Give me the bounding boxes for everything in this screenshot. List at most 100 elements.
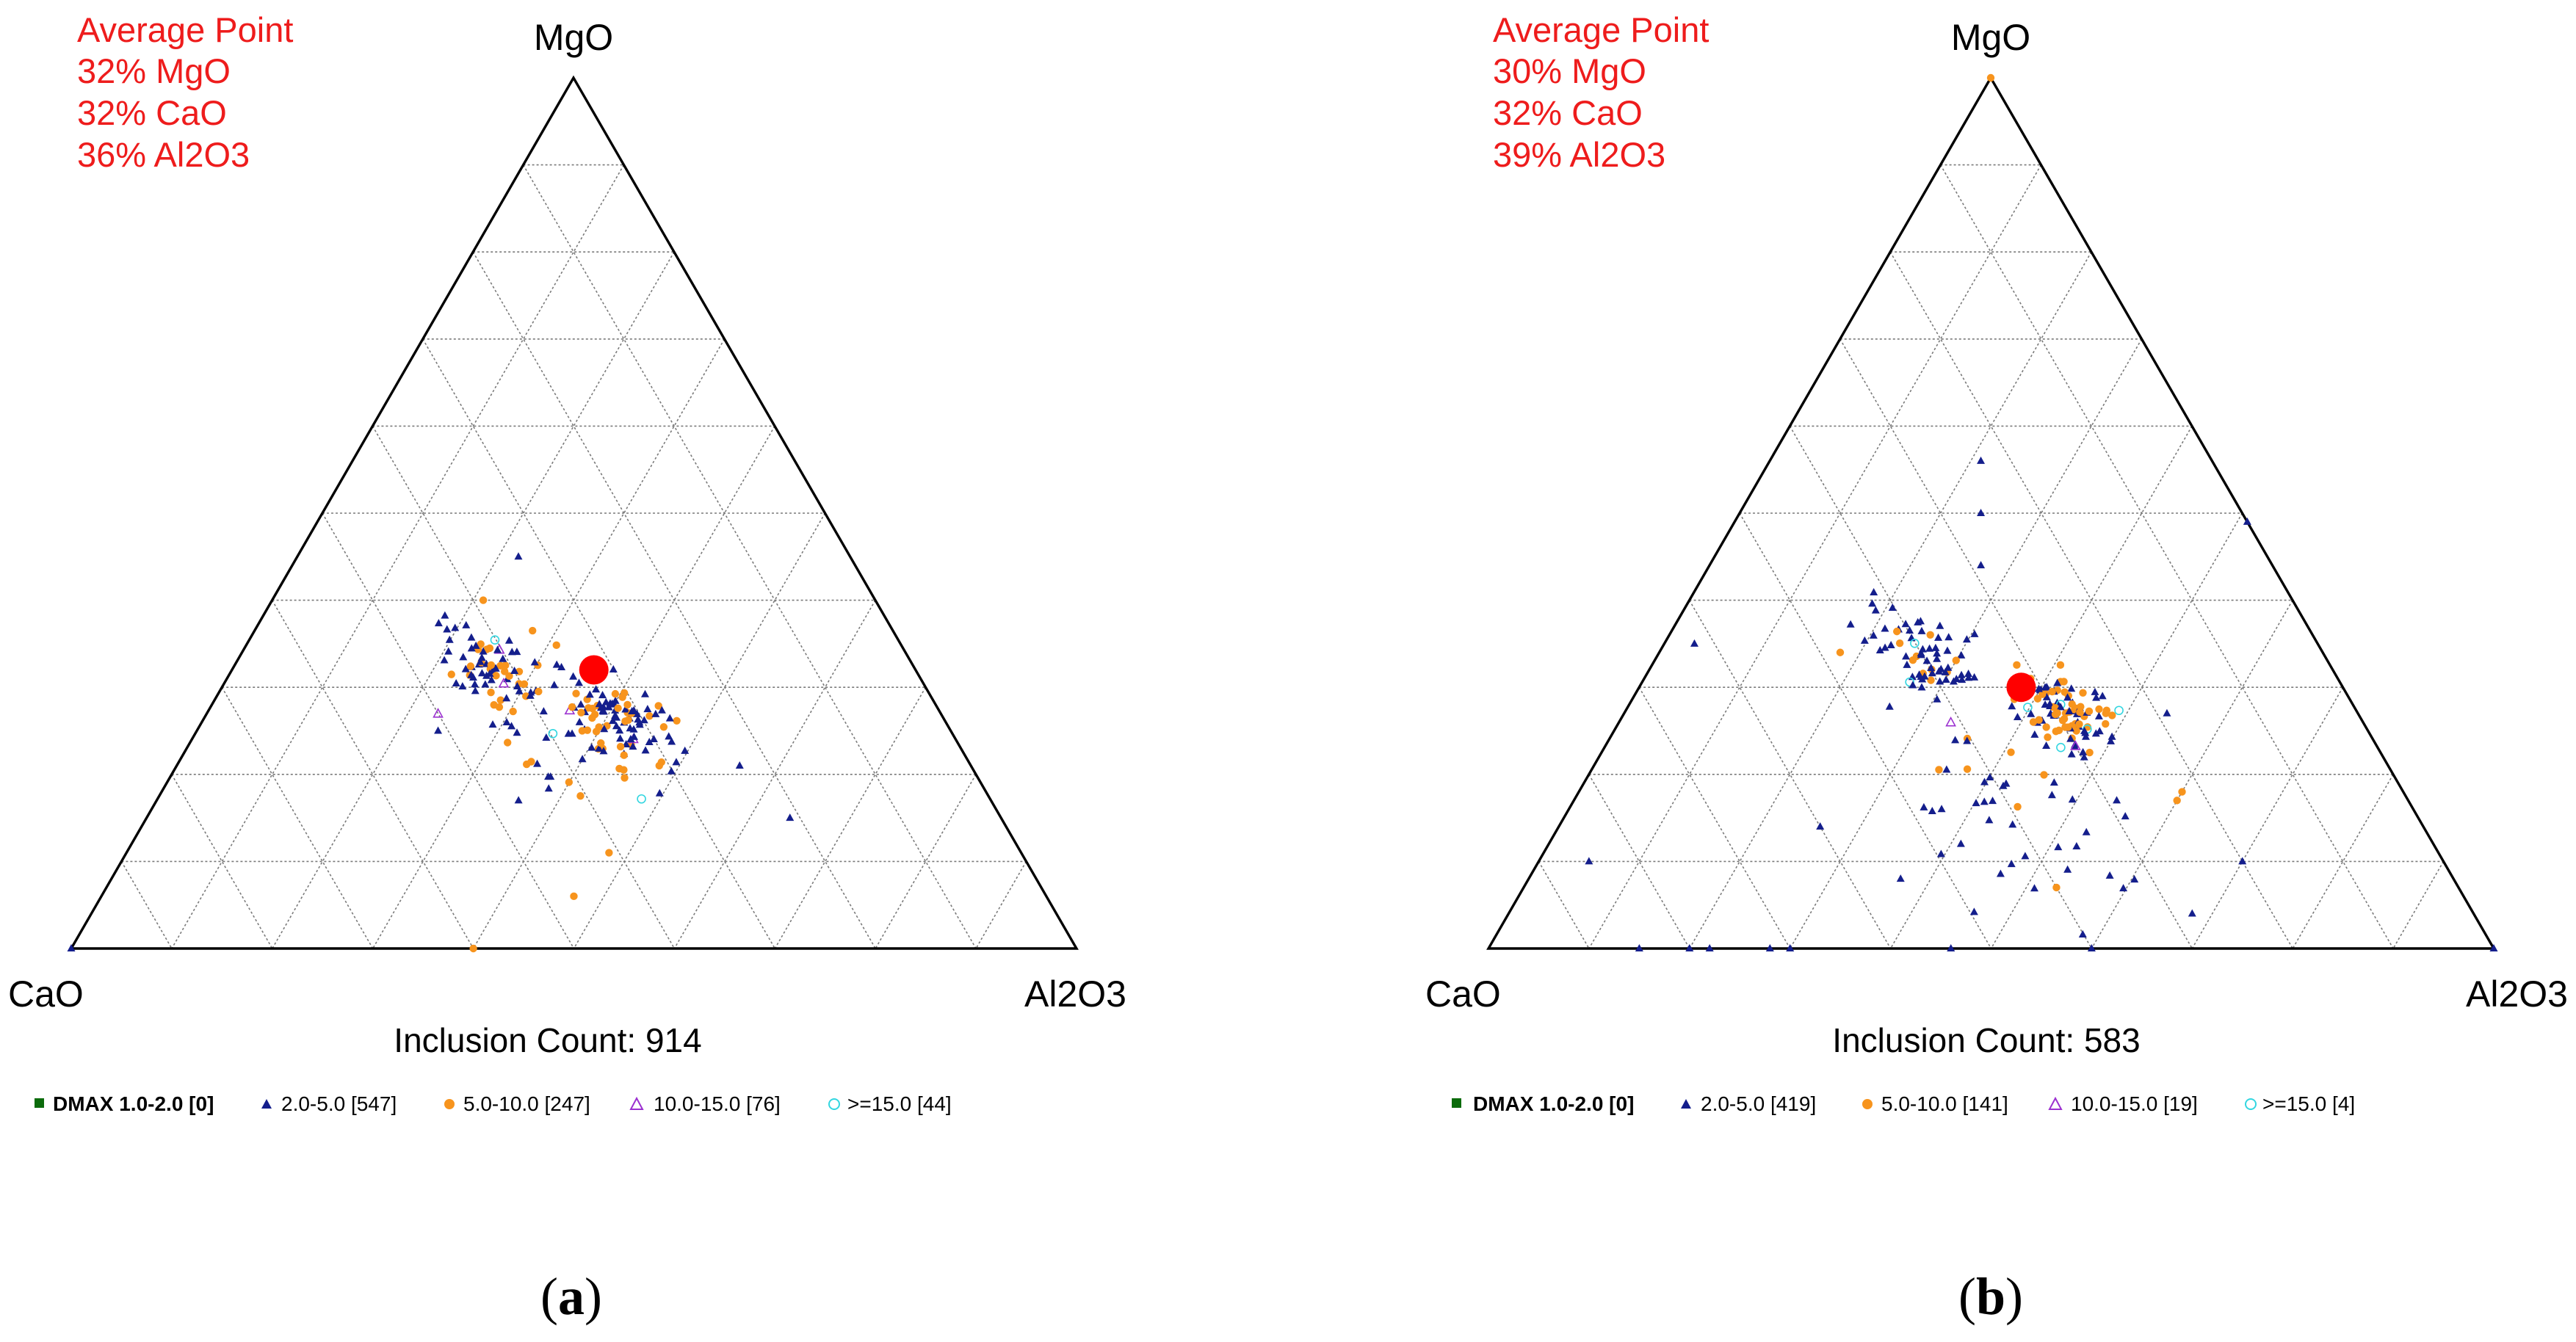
inclusion-point [1980, 797, 1989, 805]
inclusion-point [2113, 796, 2121, 804]
inclusion-point [1909, 656, 1917, 664]
inclusion-point [2102, 706, 2111, 714]
inclusion-point [654, 702, 662, 710]
average-point-cao-a: 32% CaO [77, 93, 227, 132]
inclusion-point [576, 792, 585, 800]
inclusion-point [1977, 561, 1986, 569]
legend-label-b-1: 2.0-5.0 [419] [1701, 1092, 1816, 1115]
grid-line-al2o3-20 [272, 251, 675, 949]
data-points-b [1585, 73, 2498, 951]
inclusion-point [1980, 777, 1989, 786]
grid-line-al2o3-20 [1689, 251, 2092, 949]
inclusion-point [2055, 726, 2063, 735]
inclusion-point [1875, 646, 1884, 654]
inclusion-point [476, 657, 485, 665]
inclusion-point [479, 647, 488, 655]
inclusion-point [495, 703, 504, 711]
grid-line-al2o3-90 [2392, 861, 2445, 949]
inclusion-point [1970, 672, 1979, 681]
inclusion-point [443, 625, 452, 633]
triangle-outline [69, 75, 1079, 950]
inclusion-point [481, 680, 490, 688]
inclusion-point [2070, 740, 2081, 750]
inclusion-point [643, 705, 652, 713]
inclusion-point [2044, 733, 2052, 741]
inclusion-point [2007, 748, 2015, 756]
inclusion-point [657, 706, 666, 714]
inclusion-point [1986, 73, 1995, 82]
inclusion-point [1926, 631, 1934, 639]
inclusion-point [1690, 639, 1698, 647]
triangle-outline [1486, 75, 2496, 950]
inclusion-point [2002, 779, 2011, 787]
legend-label-b-2: 5.0-10.0 [141] [1881, 1092, 2008, 1115]
inclusion-point [634, 715, 643, 723]
data-points-a [67, 552, 795, 953]
grid-line-cao-30 [422, 338, 775, 949]
inclusion-point [1936, 849, 1945, 857]
inclusion-point [1903, 660, 1911, 668]
inclusion-point [2052, 883, 2061, 892]
inclusion-point [1941, 667, 1950, 675]
inclusion-point [623, 700, 632, 709]
inclusion-point [2021, 852, 2030, 860]
inclusion-point [2038, 690, 2047, 698]
inclusion-point [592, 685, 601, 693]
inclusion-point [2068, 700, 2076, 708]
inclusion-point [598, 691, 607, 699]
inclusion-point [461, 664, 470, 672]
inclusion-point [2047, 791, 2056, 799]
inclusion-point [485, 669, 494, 677]
inclusion-point [1942, 765, 1951, 773]
inclusion-point [1917, 683, 1926, 691]
inclusion-point [2013, 713, 2022, 721]
inclusion-point [2040, 771, 2048, 779]
inclusion-point [1964, 670, 1973, 678]
inclusion-point [583, 726, 592, 734]
inclusion-point [2072, 841, 2081, 849]
inclusion-point [1947, 944, 1955, 951]
inclusion-point [1585, 857, 1593, 865]
inclusion-point [2063, 865, 2072, 873]
inclusion-point [667, 737, 676, 745]
inclusion-point [527, 758, 535, 766]
inclusion-point [637, 794, 646, 804]
inclusion-point [490, 635, 500, 645]
inclusion-count-a: Inclusion Count: 914 [394, 1021, 701, 1059]
inclusion-point [599, 707, 608, 715]
inclusion-point [659, 723, 668, 731]
inclusion-point [588, 704, 597, 713]
inclusion-point [539, 707, 548, 715]
inclusion-point [2067, 750, 2076, 758]
inclusion-point [2027, 709, 2036, 717]
average-point-title-a: Average Point [77, 10, 293, 49]
inclusion-point [2087, 944, 2096, 951]
grid-line-al2o3-10 [1588, 164, 2042, 949]
inclusion-point [1685, 944, 1694, 951]
inclusion-point [2042, 683, 2051, 691]
inclusion-point [1909, 681, 1917, 689]
inclusion-point [513, 681, 521, 689]
inclusion-point [505, 672, 513, 681]
grid-line-cao-90 [1538, 860, 1590, 949]
grid-line-al2o3-50 [573, 512, 826, 949]
inclusion-point [2079, 747, 2088, 755]
inclusion-point [1881, 624, 1889, 632]
inclusion-point [2091, 687, 2099, 695]
vertex-label-al2o3-b: Al2O3 [2466, 973, 2568, 1015]
grid-line-cao-70 [221, 686, 374, 949]
inclusion-point [2007, 860, 2016, 868]
inclusion-point [471, 641, 480, 649]
inclusion-point [1846, 620, 1855, 628]
inclusion-point [1910, 639, 1920, 648]
inclusion-point [629, 732, 638, 740]
inclusion-point [546, 772, 555, 780]
inclusion-point [469, 944, 477, 953]
inclusion-point [1917, 649, 1925, 657]
inclusion-point [1765, 944, 1774, 951]
inclusion-point [550, 681, 559, 689]
inclusion-point [447, 670, 455, 678]
grid-line-al2o3-60 [673, 600, 876, 949]
legend-label-a-2: 5.0-10.0 [247] [463, 1092, 590, 1115]
inclusion-point [576, 700, 585, 708]
